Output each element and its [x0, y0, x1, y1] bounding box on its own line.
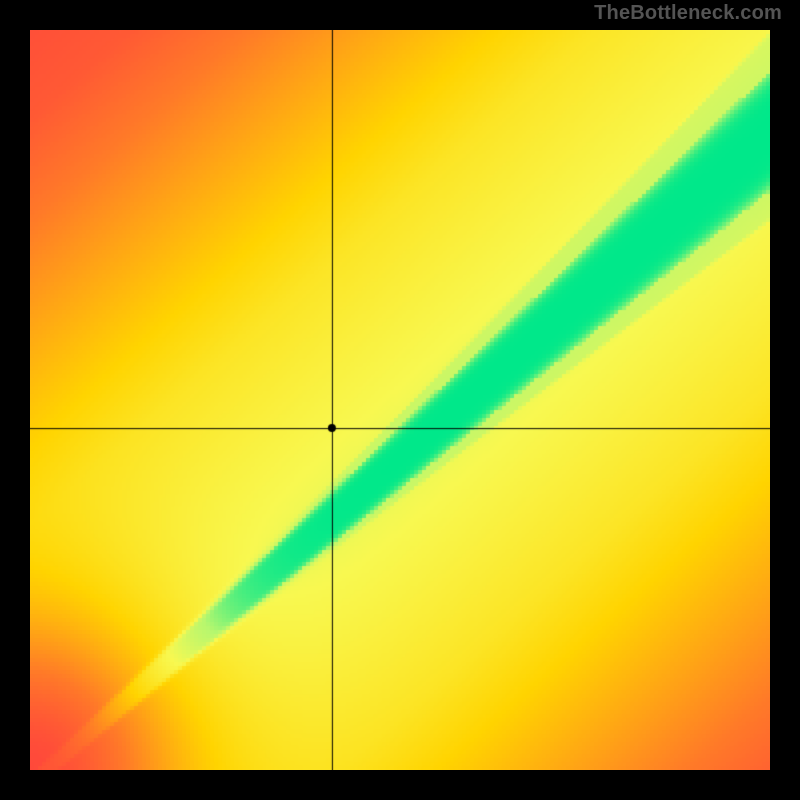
chart-container: TheBottleneck.com	[0, 0, 800, 800]
bottleneck-heatmap	[30, 30, 770, 770]
watermark-text: TheBottleneck.com	[594, 2, 782, 25]
